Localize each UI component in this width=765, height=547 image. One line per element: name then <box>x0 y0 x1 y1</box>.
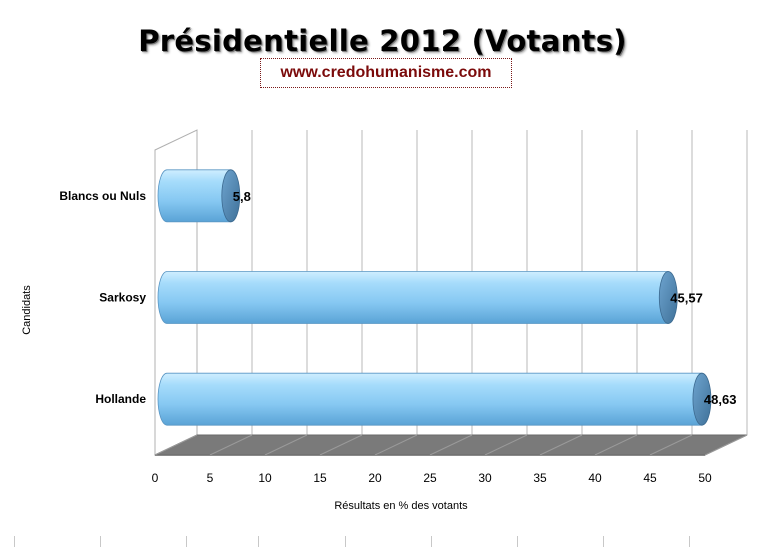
page-mark <box>603 536 604 547</box>
page-mark <box>14 536 15 547</box>
y-axis-label: Candidats <box>21 285 33 335</box>
x-tick-label: 0 <box>152 471 159 485</box>
x-tick-label: 35 <box>533 471 547 485</box>
bar-3 <box>157 372 712 426</box>
floor-gridline <box>649 434 693 456</box>
page-mark <box>431 536 432 547</box>
x-tick-label: 25 <box>423 471 437 485</box>
x-tick-label: 15 <box>313 471 327 485</box>
bar-cap <box>692 372 712 426</box>
floor-gridline <box>429 434 473 456</box>
page-mark <box>100 536 101 547</box>
chart-floor <box>154 434 748 456</box>
x-tick-label: 5 <box>207 471 214 485</box>
page-mark <box>345 536 346 547</box>
bar-2 <box>157 271 678 324</box>
chart-subtitle-link[interactable]: www.credohumanisme.com <box>260 58 512 88</box>
bar-cap <box>658 271 678 324</box>
category-label: Sarkosy <box>99 291 146 305</box>
floor-gridline <box>264 434 308 456</box>
x-tick-label: 50 <box>698 471 712 485</box>
bar-body <box>157 169 232 223</box>
bar-body <box>157 271 669 324</box>
category-label: Hollande <box>95 392 146 406</box>
chart-title: Présidentielle 2012 (Votants) <box>138 24 627 58</box>
bar-value-label: 5,8 <box>233 189 251 204</box>
x-tick-label: 40 <box>588 471 602 485</box>
x-tick-label: 10 <box>258 471 272 485</box>
bars <box>157 169 712 426</box>
bar-body <box>157 372 703 426</box>
floor-gridline <box>704 434 748 456</box>
bar-value-label: 45,57 <box>670 291 703 306</box>
labels: 0 5 10 15 20 25 30 35 40 45 50 5,8 Blancs ou Nuls 45,… <box>59 189 736 485</box>
page-mark <box>258 536 259 547</box>
x-tick-label: 20 <box>368 471 382 485</box>
page-mark <box>517 536 518 547</box>
category-label: Blancs ou Nuls <box>59 189 146 203</box>
bar-cap <box>221 169 241 223</box>
floor-gridline <box>374 434 418 456</box>
bar-1 <box>157 169 241 223</box>
bar-value-label: 48,63 <box>704 392 737 407</box>
floor-gridline <box>539 434 583 456</box>
floor-gridline <box>209 434 253 456</box>
floor-gridline <box>484 434 528 456</box>
page-mark <box>186 536 187 547</box>
floor-gridline <box>594 434 638 456</box>
x-tick-label: 45 <box>643 471 657 485</box>
floor-gridline <box>154 434 198 456</box>
floor-gridline <box>319 434 363 456</box>
page-mark <box>689 536 690 547</box>
x-tick-label: 30 <box>478 471 492 485</box>
x-axis-label: Résultats en % des votants <box>334 500 468 512</box>
